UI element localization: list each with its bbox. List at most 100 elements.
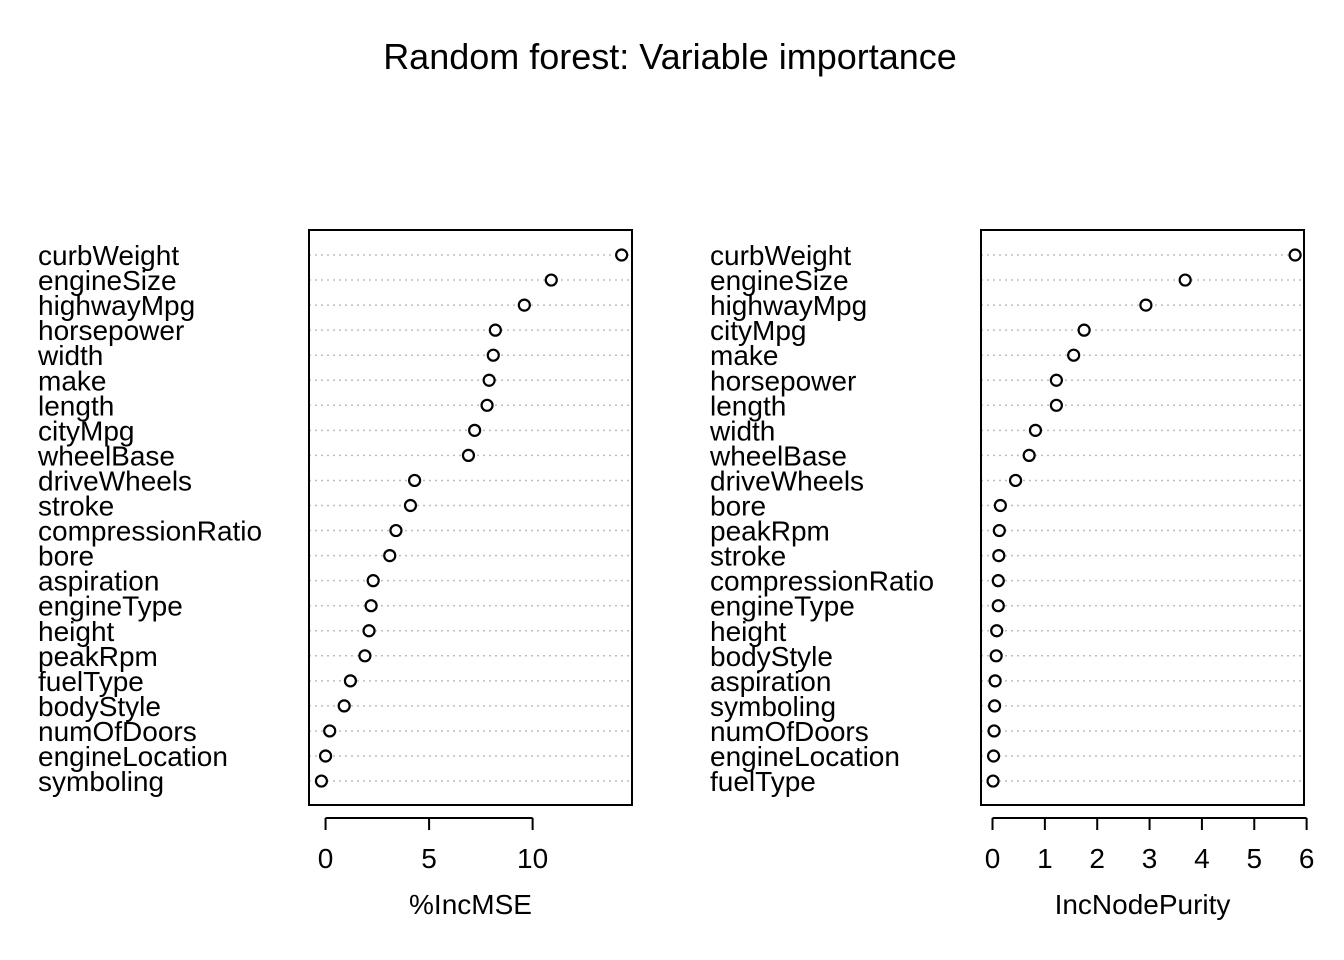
x-axis-label: %IncMSE: [409, 889, 532, 920]
point-make: [1067, 348, 1081, 362]
point-wheelbase: [461, 448, 476, 462]
variable-label-enginelocation: engineLocation: [710, 741, 900, 772]
point-numofdoors: [323, 724, 337, 738]
point-length: [480, 398, 494, 412]
point-make: [482, 373, 496, 387]
point-height: [362, 624, 376, 638]
variable-label-citympg: cityMpg: [38, 415, 134, 446]
variable-label-enginetype: engineType: [710, 591, 855, 622]
variable-label-fueltype: fuelType: [710, 766, 816, 797]
point-curbweight: [1288, 248, 1302, 262]
point-aspiration: [366, 574, 380, 588]
point-numofdoors: [987, 724, 1001, 738]
variable-label-length: length: [710, 390, 786, 421]
x-tick-label: 2: [1089, 843, 1105, 874]
point-fueltype: [343, 674, 358, 688]
point-enginetype: [991, 599, 1005, 613]
x-tick-label: 5: [421, 843, 437, 874]
plot-frame: [980, 229, 1305, 806]
variable-label-wheelbase: wheelBase: [709, 440, 847, 471]
variable-label-bodystyle: bodyStyle: [710, 641, 833, 672]
point-compressionratio: [991, 574, 1005, 588]
variable-label-citympg: cityMpg: [710, 315, 806, 346]
point-citympg: [1077, 323, 1091, 337]
variable-label-stroke: stroke: [710, 541, 786, 572]
variable-label-enginesize: engineSize: [38, 265, 177, 296]
variable-label-compressionratio: compressionRatio: [710, 566, 934, 597]
x-tick-label: 0: [985, 843, 1001, 874]
panel-incnodepurity: curbWeightengineSizehighwayMpgcityMpgmak…: [709, 229, 1315, 920]
variable-label-highwaympg: highwayMpg: [38, 290, 195, 321]
point-symboling: [988, 699, 1002, 713]
variable-label-aspiration: aspiration: [710, 666, 831, 697]
point-enginelocation: [986, 749, 1001, 763]
point-enginesize: [544, 273, 558, 287]
variable-label-symboling: symboling: [38, 766, 164, 797]
chart-title: Random forest: Variable importance: [383, 36, 957, 77]
variable-label-stroke: stroke: [38, 491, 114, 522]
variable-label-aspiration: aspiration: [38, 566, 159, 597]
variable-label-horsepower: horsepower: [710, 365, 856, 396]
point-symboling: [314, 774, 329, 788]
point-compressionratio: [389, 523, 403, 538]
variable-label-drivewheels: driveWheels: [710, 465, 864, 496]
variable-label-fueltype: fuelType: [38, 666, 144, 697]
x-tick-label: 3: [1142, 843, 1158, 874]
point-peakrpm: [992, 523, 1006, 538]
point-width: [1028, 423, 1043, 437]
point-stroke: [403, 498, 418, 513]
point-highwaympg: [517, 298, 531, 312]
variable-label-enginesize: engineSize: [710, 265, 849, 296]
variable-label-make: make: [38, 365, 106, 396]
point-length: [1049, 398, 1063, 412]
point-drivewheels: [1008, 473, 1023, 488]
variable-label-highwaympg: highwayMpg: [710, 290, 867, 321]
x-tick-label: 5: [1246, 843, 1262, 874]
variable-label-drivewheels: driveWheels: [38, 465, 192, 496]
point-bodystyle: [337, 699, 351, 713]
point-curbweight: [615, 248, 629, 262]
variable-label-numofdoors: numOfDoors: [710, 716, 869, 747]
variable-label-enginelocation: engineLocation: [38, 741, 228, 772]
point-citympg: [468, 423, 482, 437]
variable-label-compressionratio: compressionRatio: [38, 516, 262, 547]
x-axis-label: IncNodePurity: [1055, 889, 1231, 920]
point-bore: [993, 498, 1007, 513]
variable-label-height: height: [710, 616, 787, 647]
variable-label-peakrpm: peakRpm: [38, 641, 158, 672]
variable-label-width: width: [709, 415, 775, 446]
point-horsepower: [1049, 373, 1063, 387]
point-width: [486, 348, 500, 362]
variable-label-horsepower: horsepower: [38, 315, 184, 346]
plot-frame: [308, 229, 633, 806]
x-tick-label: 1: [1037, 843, 1053, 874]
variable-label-curbweight: curbWeight: [38, 240, 179, 271]
point-horsepower: [488, 323, 502, 337]
point-peakrpm: [358, 649, 372, 663]
variable-label-enginetype: engineType: [38, 591, 183, 622]
panel-incmse: curbWeightengineSizehighwayMpghorsepower…: [37, 229, 633, 920]
variable-label-wheelbase: wheelBase: [37, 440, 175, 471]
variable-label-peakrpm: peakRpm: [710, 516, 830, 547]
x-tick-label: 6: [1299, 843, 1315, 874]
point-enginelocation: [318, 749, 333, 763]
variable-label-width: width: [37, 340, 103, 371]
point-height: [990, 624, 1004, 638]
x-tick-label: 4: [1194, 843, 1210, 874]
variable-label-bore: bore: [710, 491, 766, 522]
point-stroke: [992, 548, 1006, 563]
point-bodystyle: [989, 649, 1003, 663]
variable-label-length: length: [38, 390, 114, 421]
x-tick-label: 0: [318, 843, 334, 874]
variable-label-bore: bore: [38, 541, 94, 572]
point-bore: [383, 548, 397, 563]
point-enginesize: [1178, 273, 1192, 287]
variable-label-height: height: [38, 616, 115, 647]
point-wheelbase: [1022, 448, 1036, 462]
variable-label-symboling: symboling: [710, 691, 836, 722]
point-fueltype: [986, 774, 1000, 788]
variable-label-bodystyle: bodyStyle: [38, 691, 161, 722]
variable-label-make: make: [710, 340, 778, 371]
variable-label-curbweight: curbWeight: [710, 240, 851, 271]
